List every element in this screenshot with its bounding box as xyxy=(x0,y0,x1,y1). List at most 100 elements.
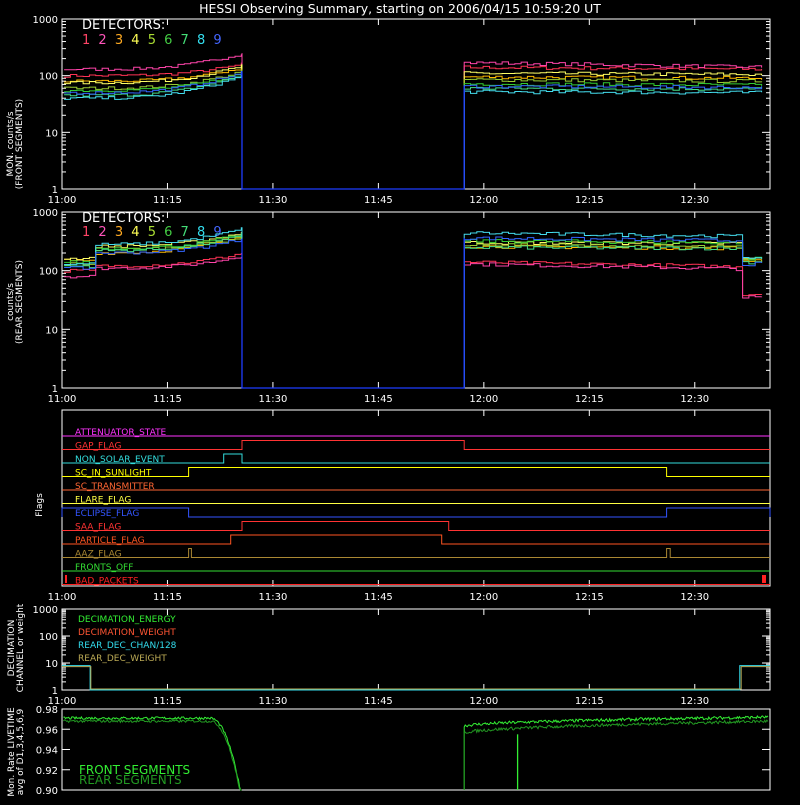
front-ytick-label: 100 xyxy=(39,72,58,83)
rear-legend-digit-9: 9 xyxy=(213,225,221,240)
livetime-ylabel-1: Mon. Rate LIVETIME xyxy=(7,707,17,797)
flags-panel: Flags 11:00 11:15 11:30 11:45 12:00 12:15 12:3… xyxy=(35,409,771,603)
figure-title: HESSI Observing Summary, starting on 200… xyxy=(199,1,601,16)
flag-label-sc-transmitter: SC_TRANSMITTER xyxy=(75,482,155,492)
dec-ytick-label: 10 xyxy=(45,659,58,670)
livetime-legend-front: FRONT SEGMENTS xyxy=(79,763,190,777)
rear-ytick-label: 10 xyxy=(45,325,58,336)
front-series-1-post xyxy=(463,65,763,189)
front-ylabel-2: (FRONT SEGMENTS) xyxy=(15,99,25,189)
livetime-trace-front-post xyxy=(463,715,769,790)
bad-packets-mark xyxy=(65,575,67,583)
flag-label-aaz-flag: AAZ_FLAG xyxy=(75,550,122,560)
rear-legend-digit-1: 1 xyxy=(82,225,90,240)
rear-legend-digit-3: 3 xyxy=(115,225,123,240)
flags-xtick-label: 11:30 xyxy=(259,592,288,603)
front-series-2-post xyxy=(463,61,763,189)
flags-xtick-label: 11:00 xyxy=(48,592,77,603)
bad-packets-mark xyxy=(762,575,766,583)
dec-xtick-label: 11:15 xyxy=(153,696,182,707)
front-legend-digit-3: 3 xyxy=(115,33,123,48)
front-series-4-post xyxy=(463,71,763,189)
front-legend-digits: 1 2 3 4 5 6 7 8 9 xyxy=(82,33,222,48)
front-series-1-pre xyxy=(64,62,243,189)
flags-ylabel: Flags xyxy=(35,493,45,517)
livetime-panel: Mon. Rate LIVETIME avg of D1,3,4,5,6,9 0… xyxy=(7,705,771,797)
front-series-9-post xyxy=(463,84,763,189)
front-legend-digit-4: 4 xyxy=(131,33,139,48)
rear-legend-digit-7: 7 xyxy=(181,225,189,240)
rear-legend-digit-2: 2 xyxy=(98,225,106,240)
front-xtick-label: 11:00 xyxy=(48,195,77,206)
rear-legend-digit-6: 6 xyxy=(164,225,172,240)
rear-series-1-post xyxy=(463,260,763,388)
rear-legend-title: DETECTORS: xyxy=(82,211,165,226)
front-series-2-pre xyxy=(64,53,243,189)
flag-label-saa-flag: SAA_FLAG xyxy=(75,523,121,533)
front-ytick-label: 10 xyxy=(45,128,58,139)
front-legend-title: DETECTORS: xyxy=(82,18,165,33)
dec-xtick-label: 11:00 xyxy=(48,696,77,707)
flags-frame xyxy=(61,409,771,587)
live-ytick-label: 0.94 xyxy=(36,746,58,757)
flag-trace-sc-in-sunlight xyxy=(62,467,770,477)
flag-label-bad-packets: BAD_PACKETS xyxy=(75,577,139,587)
flag-label-attenuator-state: ATTENUATOR_STATE xyxy=(75,428,167,438)
rear-xtick-label: 11:00 xyxy=(48,394,77,405)
rear-ylabel-2: (REAR SEGMENTS) xyxy=(15,260,25,344)
rear-legend-digit-8: 8 xyxy=(197,225,205,240)
live-ytick-label: 0.92 xyxy=(36,766,58,777)
rear-series-6-post xyxy=(463,238,763,388)
flags-xtick-label: 12:30 xyxy=(680,592,709,603)
front-series-6-post xyxy=(463,82,763,189)
rear-legend-digit-4: 4 xyxy=(131,225,139,240)
rear-xtick-label: 11:45 xyxy=(364,394,393,405)
front-legend-digit-2: 2 xyxy=(98,33,106,48)
front-xtick-label: 12:15 xyxy=(575,195,604,206)
dec-xtick-label: 12:15 xyxy=(575,696,604,707)
rear-legend-digit-5: 5 xyxy=(148,225,156,240)
front-series-9-pre xyxy=(64,71,243,189)
front-segments-panel: MON. counts/s (FRONT SEGMENTS) DETECTORS… xyxy=(6,15,771,206)
flag-trace-non-solar-event xyxy=(62,453,770,464)
flags-xtick-label: 11:15 xyxy=(153,592,182,603)
front-xtick-label: 11:30 xyxy=(259,195,288,206)
flags-xtick-label: 12:15 xyxy=(575,592,604,603)
front-legend-digit-7: 7 xyxy=(181,33,189,48)
flag-label-particle-flag: PARTICLE_FLAG xyxy=(75,536,145,546)
livetime-trace-rear-post xyxy=(463,719,769,790)
rear-xtick-label: 11:30 xyxy=(259,394,288,405)
flag-label-non-solar-event: NON_SOLAR_EVENT xyxy=(75,455,165,465)
rear-series-8-pre xyxy=(64,227,243,388)
front-ytick-label: 1 xyxy=(52,185,58,196)
front-series-8-pre xyxy=(64,74,243,189)
decimation-legend-decimation-weight: DECIMATION_WEIGHT xyxy=(78,628,176,638)
rear-ytick-label: 100 xyxy=(39,267,58,278)
flag-trace-particle-flag xyxy=(62,534,770,545)
livetime-trace-rear-pre xyxy=(63,719,242,791)
decimation-trace-rear-chan xyxy=(62,665,770,691)
dec-ytick-label: 1 xyxy=(52,686,58,697)
dec-xtick-label: 11:45 xyxy=(364,696,393,707)
rear-series-5-post xyxy=(463,242,763,388)
decimation-legend-decimation-energy: DECIMATION_ENERGY xyxy=(78,615,176,625)
front-ytick-label: 1000 xyxy=(33,15,58,26)
front-legend-digit-8: 8 xyxy=(197,33,205,48)
dec-xtick-label: 11:30 xyxy=(259,696,288,707)
front-legend-digit-5: 5 xyxy=(148,33,156,48)
front-legend-digit-9: 9 xyxy=(213,33,221,48)
livetime-trace-front-pre xyxy=(63,715,242,791)
rear-xtick-label: 12:00 xyxy=(469,394,498,405)
front-gap-line xyxy=(241,72,465,190)
rear-ytick-label: 1000 xyxy=(33,208,58,219)
front-xtick-label: 12:00 xyxy=(469,195,498,206)
front-series-3-post xyxy=(463,75,763,189)
decimation-legend-rear-dec-chan-128: REAR_DEC_CHAN/128 xyxy=(78,641,177,651)
rear-series-7-post xyxy=(463,245,763,388)
livetime-ylabel-2: avg of D1,3,4,5,6,9 xyxy=(16,708,26,795)
decimation-panel: DECIMATION CHANNEL or weight 11:00 11:15 1… xyxy=(7,603,771,707)
decimation-ylabel-1: DECIMATION xyxy=(7,620,17,677)
flag-label-eclipse-flag: ECLIPSE_FLAG xyxy=(75,509,139,519)
